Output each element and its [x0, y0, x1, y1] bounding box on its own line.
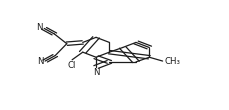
Text: CH₃: CH₃ — [164, 57, 180, 66]
Text: N: N — [36, 23, 43, 32]
Text: Cl: Cl — [68, 61, 76, 70]
Text: N: N — [93, 68, 99, 77]
Text: N: N — [37, 57, 44, 66]
